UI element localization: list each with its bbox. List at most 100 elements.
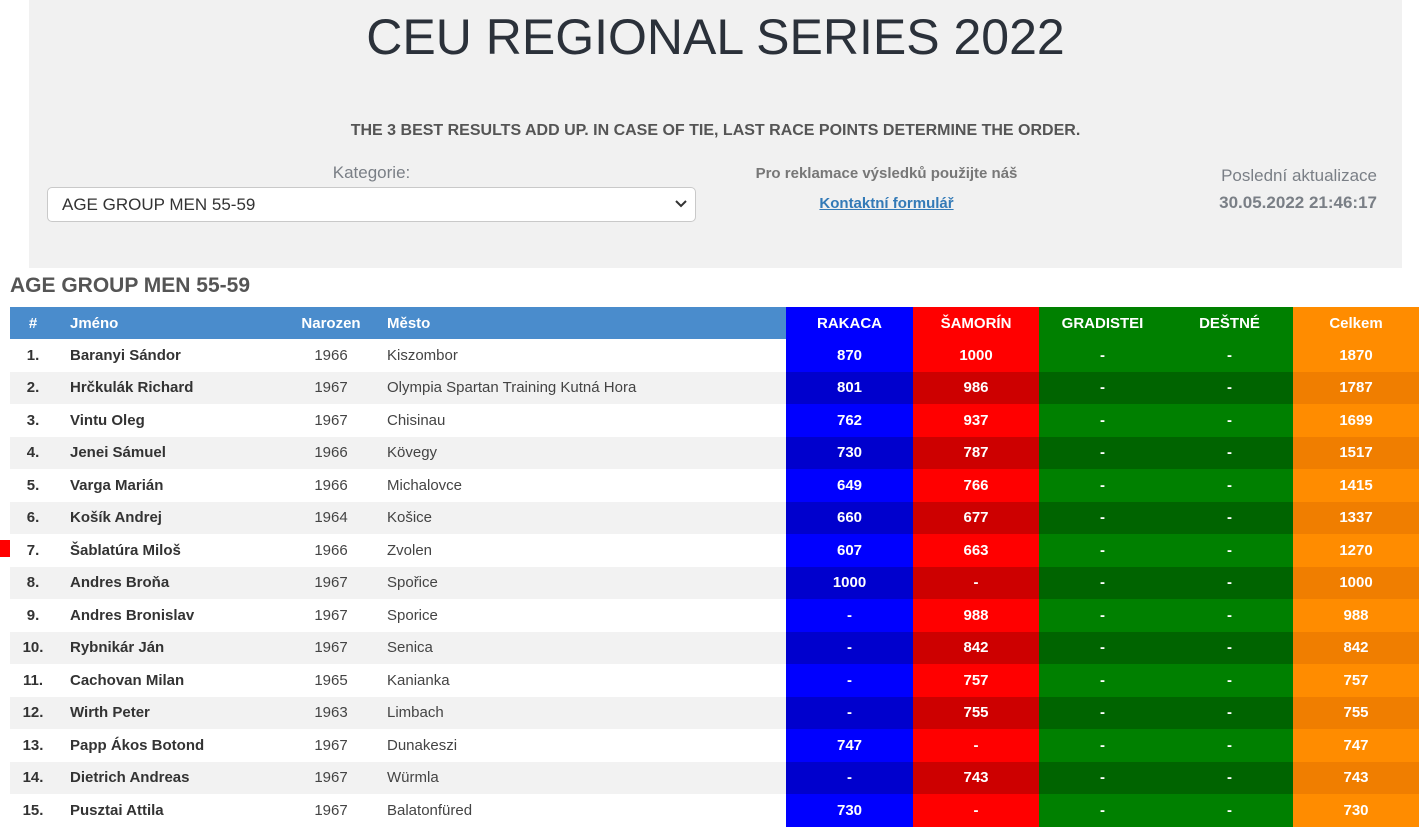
header-name[interactable]: Jméno xyxy=(56,307,289,339)
rank-cell: 14. xyxy=(10,761,56,794)
name-cell: Košík Andrej xyxy=(56,501,289,534)
race-samorin-points: - xyxy=(913,794,1039,827)
race-gradistei-points: - xyxy=(1039,566,1166,599)
header-year[interactable]: Narozen xyxy=(289,307,373,339)
name-cell: Wirth Peter xyxy=(56,696,289,729)
race-destne-points: - xyxy=(1166,696,1293,729)
race-rakaca-points: 730 xyxy=(786,794,913,827)
race-rakaca-points: 747 xyxy=(786,729,913,762)
birth-year-cell: 1967 xyxy=(289,404,373,437)
race-gradistei-points: - xyxy=(1039,729,1166,762)
race-gradistei-points: - xyxy=(1039,371,1166,404)
rank-cell: 9. xyxy=(10,599,56,632)
rank-cell: 2. xyxy=(10,371,56,404)
race-samorin-points: 677 xyxy=(913,501,1039,534)
complaint-text: Pro reklamace výsledků použijte náš xyxy=(755,165,1018,182)
birth-year-cell: 1967 xyxy=(289,371,373,404)
race-destne-points: - xyxy=(1166,404,1293,437)
rank-cell: 4. xyxy=(10,436,56,469)
total-points: 730 xyxy=(1293,794,1419,827)
city-cell: Spořice xyxy=(373,566,786,599)
city-cell: Chisinau xyxy=(373,404,786,437)
race-rakaca-points: - xyxy=(786,761,913,794)
total-points: 743 xyxy=(1293,761,1419,794)
city-cell: Balatonfüred xyxy=(373,794,786,827)
table-row: 4. Jenei Sámuel 1966 Kövegy 730 787- -1517 xyxy=(10,436,1419,469)
header-total[interactable]: Celkem xyxy=(1293,307,1419,339)
city-cell: Sporice xyxy=(373,599,786,632)
header-race-destne[interactable]: DEŠTNÉ xyxy=(1166,307,1293,339)
results-table: # Jméno Narozen Město RAKACA ŠAMORÍN GRA… xyxy=(10,307,1419,827)
category-select[interactable]: AGE GROUP MEN 55-59 xyxy=(47,187,696,222)
race-gradistei-points: - xyxy=(1039,664,1166,697)
race-gradistei-points: - xyxy=(1039,339,1166,372)
total-points: 755 xyxy=(1293,696,1419,729)
total-points: 1787 xyxy=(1293,371,1419,404)
race-samorin-points: 663 xyxy=(913,534,1039,567)
name-cell: Dietrich Andreas xyxy=(56,761,289,794)
race-destne-points: - xyxy=(1166,599,1293,632)
race-destne-points: - xyxy=(1166,566,1293,599)
city-cell: Kanianka xyxy=(373,664,786,697)
name-cell: Andres Broňa xyxy=(56,566,289,599)
rank-cell: 5. xyxy=(10,469,56,502)
race-destne-points: - xyxy=(1166,339,1293,372)
total-points: 842 xyxy=(1293,631,1419,664)
rank-cell: 12. xyxy=(10,696,56,729)
category-heading: AGE GROUP MEN 55-59 xyxy=(10,274,251,297)
race-rakaca-points: 730 xyxy=(786,436,913,469)
table-row: 1. Baranyi Sándor 1966 Kiszombor 870 1000- -18… xyxy=(10,339,1419,372)
header-city[interactable]: Město xyxy=(373,307,786,339)
last-update-label: Poslední aktualizace xyxy=(1221,166,1377,185)
total-points: 1870 xyxy=(1293,339,1419,372)
header-race-rakaca[interactable]: RAKACA xyxy=(786,307,913,339)
race-destne-points: - xyxy=(1166,631,1293,664)
race-gradistei-points: - xyxy=(1039,501,1166,534)
race-destne-points: - xyxy=(1166,534,1293,567)
name-cell: Varga Marián xyxy=(56,469,289,502)
race-rakaca-points: - xyxy=(786,664,913,697)
birth-year-cell: 1964 xyxy=(289,501,373,534)
rank-cell: 15. xyxy=(10,794,56,827)
table-row: 14. Dietrich Andreas 1967 Würmla -743- -743 xyxy=(10,761,1419,794)
race-rakaca-points: 801 xyxy=(786,371,913,404)
category-select-value: AGE GROUP MEN 55-59 xyxy=(62,195,256,214)
table-header-row: # Jméno Narozen Město RAKACA ŠAMORÍN GRA… xyxy=(10,307,1419,339)
total-points: 1337 xyxy=(1293,501,1419,534)
header-race-gradistei[interactable]: GRADISTEI xyxy=(1039,307,1166,339)
city-cell: Dunakeszi xyxy=(373,729,786,762)
birth-year-cell: 1967 xyxy=(289,729,373,762)
birth-year-cell: 1963 xyxy=(289,696,373,729)
race-gradistei-points: - xyxy=(1039,404,1166,437)
race-rakaca-points: 870 xyxy=(786,339,913,372)
rank-cell: 1. xyxy=(10,339,56,372)
race-gradistei-points: - xyxy=(1039,436,1166,469)
table-row: 10. Rybnikár Ján 1967 Senica -842- -842 xyxy=(10,631,1419,664)
race-samorin-points: 937 xyxy=(913,404,1039,437)
table-row: 15. Pusztai Attila 1967 Balatonfüred 730- - -7… xyxy=(10,794,1419,827)
table-row: 6. Košík Andrej 1964 Košice 660 677- -1337 xyxy=(10,501,1419,534)
table-row: 12. Wirth Peter 1963 Limbach -755- -755 xyxy=(10,696,1419,729)
race-rakaca-points: 607 xyxy=(786,534,913,567)
city-cell: Würmla xyxy=(373,761,786,794)
race-destne-points: - xyxy=(1166,664,1293,697)
name-cell: Vintu Oleg xyxy=(56,404,289,437)
total-points: 988 xyxy=(1293,599,1419,632)
name-cell: Hrčkulák Richard xyxy=(56,371,289,404)
birth-year-cell: 1967 xyxy=(289,599,373,632)
total-points: 1000 xyxy=(1293,566,1419,599)
race-samorin-points: 842 xyxy=(913,631,1039,664)
last-update-value: 30.05.2022 21:46:17 xyxy=(1219,193,1377,212)
contact-form-link[interactable]: Kontaktní formulář xyxy=(819,195,954,212)
name-cell: Rybnikár Ján xyxy=(56,631,289,664)
header-rank[interactable]: # xyxy=(10,307,56,339)
city-cell: Michalovce xyxy=(373,469,786,502)
birth-year-cell: 1966 xyxy=(289,436,373,469)
race-rakaca-points: 660 xyxy=(786,501,913,534)
race-rakaca-points: - xyxy=(786,696,913,729)
total-points: 1270 xyxy=(1293,534,1419,567)
race-rakaca-points: - xyxy=(786,599,913,632)
category-label: Kategorie: xyxy=(332,163,411,182)
header-race-samorin[interactable]: ŠAMORÍN xyxy=(913,307,1039,339)
total-points: 1699 xyxy=(1293,404,1419,437)
